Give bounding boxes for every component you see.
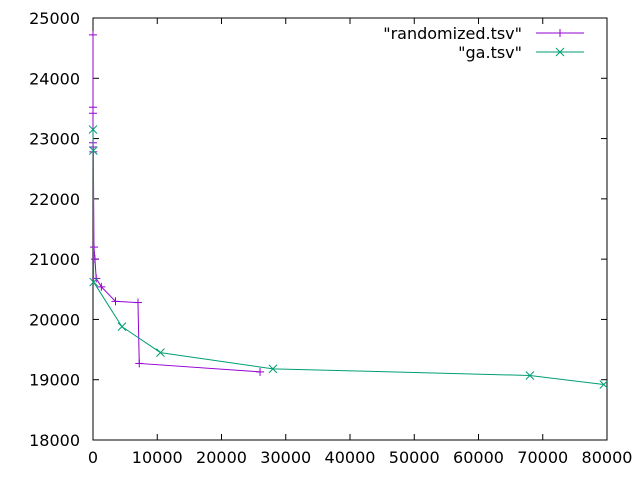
axes: 0 10000 20000 30000 40000 50000 60000 70000 8000… bbox=[29, 9, 632, 467]
y-tick-label: 19000 bbox=[29, 371, 80, 390]
data-point bbox=[111, 297, 120, 306]
y-tick-label: 18000 bbox=[29, 431, 80, 450]
legend-label: "ga.tsv" bbox=[458, 43, 522, 62]
data-point bbox=[133, 298, 142, 307]
data-point bbox=[88, 146, 98, 155]
y-tick-label: 21000 bbox=[29, 250, 80, 269]
data-point bbox=[90, 255, 99, 264]
y-tick-label: 20000 bbox=[29, 310, 80, 329]
plot-border bbox=[92, 17, 608, 441]
x-tick-label: 40000 bbox=[325, 448, 376, 467]
legend-label: "randomized.tsv" bbox=[383, 24, 522, 43]
legend: "randomized.tsv""ga.tsv" bbox=[383, 24, 584, 62]
data-point bbox=[156, 348, 165, 357]
data-point bbox=[599, 380, 609, 389]
x-tick-label: 0 bbox=[88, 448, 98, 467]
data-point bbox=[117, 322, 127, 332]
y-tick-label: 25000 bbox=[29, 9, 80, 28]
data-point bbox=[89, 277, 98, 287]
data-point bbox=[256, 367, 265, 376]
x-tick-label: 50000 bbox=[389, 448, 440, 467]
data-point bbox=[97, 282, 106, 291]
legend-marker bbox=[555, 47, 565, 57]
x-tick-label: 30000 bbox=[260, 448, 311, 467]
data-point bbox=[268, 364, 278, 374]
series-layer bbox=[88, 30, 609, 389]
x-tick-label: 20000 bbox=[196, 448, 247, 467]
legend-marker bbox=[556, 29, 564, 37]
x-tick-label: 60000 bbox=[453, 448, 504, 467]
y-tick-label: 23000 bbox=[29, 130, 80, 149]
x-tick-label: 10000 bbox=[132, 448, 183, 467]
data-point bbox=[525, 371, 535, 380]
y-tick-label: 24000 bbox=[29, 69, 80, 88]
data-point bbox=[89, 30, 97, 39]
y-tick-label: 22000 bbox=[29, 190, 80, 209]
x-tick-label: 70000 bbox=[517, 448, 568, 467]
data-point bbox=[88, 125, 98, 134]
series-0 bbox=[89, 30, 265, 376]
data-point bbox=[135, 359, 144, 368]
series-line bbox=[92, 129, 604, 386]
x-tick-label: 80000 bbox=[582, 448, 633, 467]
data-point bbox=[89, 109, 97, 118]
series-1 bbox=[88, 125, 609, 389]
